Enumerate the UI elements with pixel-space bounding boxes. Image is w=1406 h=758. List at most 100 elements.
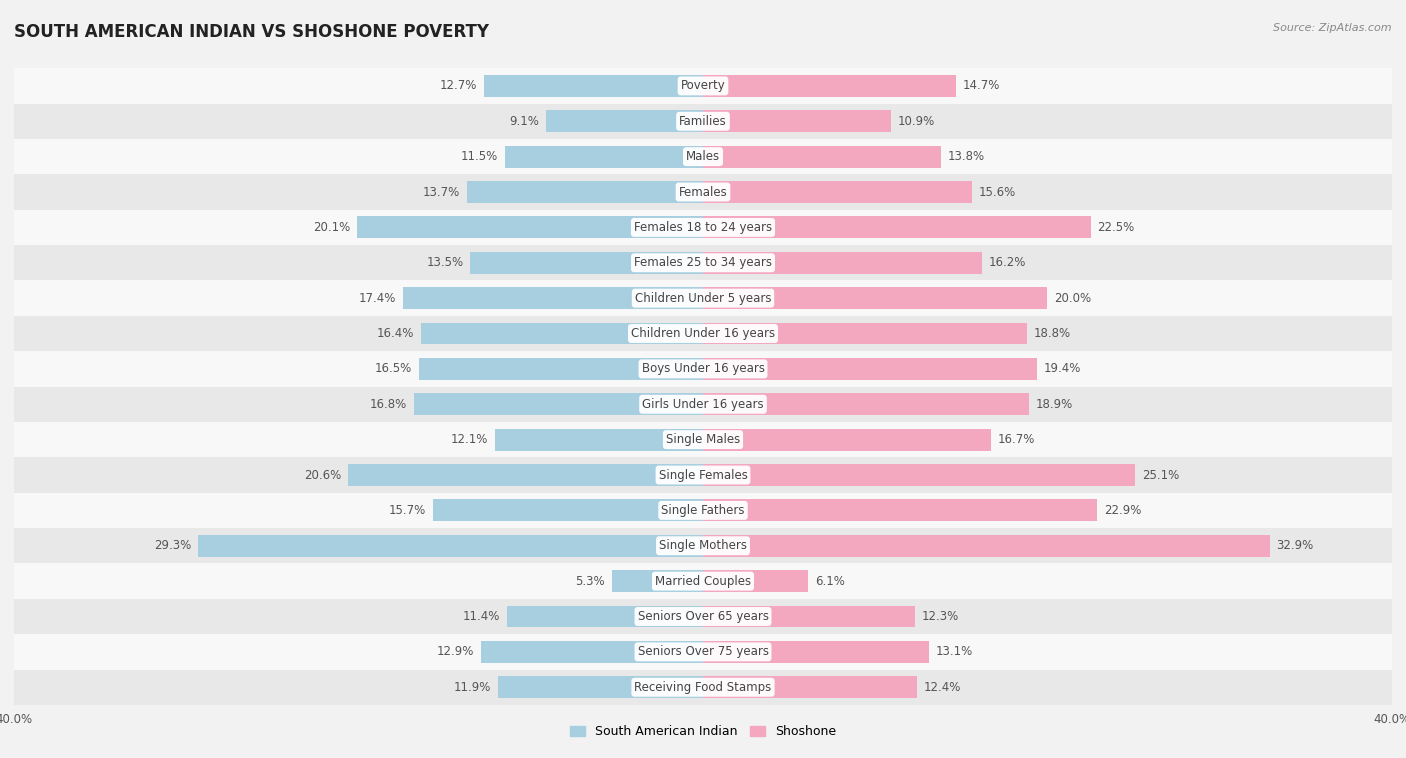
Text: 10.9%: 10.9% <box>897 114 935 128</box>
Text: 20.0%: 20.0% <box>1054 292 1091 305</box>
Text: 18.8%: 18.8% <box>1033 327 1071 340</box>
Bar <box>703 252 981 274</box>
Bar <box>14 457 1392 493</box>
Bar <box>419 358 703 380</box>
Text: 12.3%: 12.3% <box>922 610 959 623</box>
Bar <box>703 606 915 628</box>
Bar <box>506 606 703 628</box>
Text: Females 18 to 24 years: Females 18 to 24 years <box>634 221 772 234</box>
Text: Males: Males <box>686 150 720 163</box>
Text: Girls Under 16 years: Girls Under 16 years <box>643 398 763 411</box>
Text: Seniors Over 75 years: Seniors Over 75 years <box>637 645 769 659</box>
Text: 11.9%: 11.9% <box>454 681 491 694</box>
Text: Seniors Over 65 years: Seniors Over 65 years <box>637 610 769 623</box>
Bar <box>14 528 1392 563</box>
Bar <box>14 68 1392 104</box>
Bar <box>703 500 1098 522</box>
Bar <box>505 146 703 168</box>
Text: Boys Under 16 years: Boys Under 16 years <box>641 362 765 375</box>
Text: 15.6%: 15.6% <box>979 186 1015 199</box>
Text: Single Males: Single Males <box>666 433 740 446</box>
Text: 6.1%: 6.1% <box>815 575 845 587</box>
Text: Families: Families <box>679 114 727 128</box>
Bar <box>14 139 1392 174</box>
Bar <box>703 75 956 97</box>
Text: Single Mothers: Single Mothers <box>659 539 747 553</box>
Text: 14.7%: 14.7% <box>963 80 1001 92</box>
Bar <box>703 217 1091 238</box>
Bar <box>703 464 1135 486</box>
Text: 20.6%: 20.6% <box>304 468 342 481</box>
Text: 29.3%: 29.3% <box>155 539 191 553</box>
Bar <box>612 570 703 592</box>
Bar <box>14 104 1392 139</box>
Bar <box>703 181 972 203</box>
Bar <box>495 429 703 450</box>
Text: 11.5%: 11.5% <box>461 150 498 163</box>
Text: Single Females: Single Females <box>658 468 748 481</box>
Bar <box>703 358 1038 380</box>
Bar <box>498 676 703 698</box>
Text: Single Fathers: Single Fathers <box>661 504 745 517</box>
Text: SOUTH AMERICAN INDIAN VS SHOSHONE POVERTY: SOUTH AMERICAN INDIAN VS SHOSHONE POVERT… <box>14 23 489 41</box>
Text: 12.4%: 12.4% <box>924 681 960 694</box>
Text: Children Under 5 years: Children Under 5 years <box>634 292 772 305</box>
Bar <box>14 599 1392 634</box>
Bar <box>467 181 703 203</box>
Text: 13.5%: 13.5% <box>426 256 464 269</box>
Bar <box>471 252 703 274</box>
Text: 25.1%: 25.1% <box>1142 468 1180 481</box>
Bar <box>413 393 703 415</box>
Bar <box>14 634 1392 669</box>
Bar <box>14 669 1392 705</box>
Bar <box>14 387 1392 422</box>
Text: 12.9%: 12.9% <box>436 645 474 659</box>
Bar <box>14 174 1392 210</box>
Text: 12.7%: 12.7% <box>440 80 478 92</box>
Bar <box>703 429 991 450</box>
Legend: South American Indian, Shoshone: South American Indian, Shoshone <box>565 720 841 744</box>
Text: 16.5%: 16.5% <box>374 362 412 375</box>
Text: 13.8%: 13.8% <box>948 150 984 163</box>
Bar <box>703 146 941 168</box>
Bar <box>420 323 703 344</box>
Bar <box>349 464 703 486</box>
Bar <box>703 111 891 132</box>
Bar <box>703 570 808 592</box>
Bar <box>14 493 1392 528</box>
Bar <box>14 280 1392 316</box>
Bar <box>703 535 1270 556</box>
Bar <box>703 393 1029 415</box>
Bar <box>14 422 1392 457</box>
Bar <box>484 75 703 97</box>
Bar <box>481 641 703 662</box>
Text: 13.7%: 13.7% <box>423 186 460 199</box>
Text: Females 25 to 34 years: Females 25 to 34 years <box>634 256 772 269</box>
Text: 16.7%: 16.7% <box>997 433 1035 446</box>
Text: 22.5%: 22.5% <box>1098 221 1135 234</box>
Bar <box>198 535 703 556</box>
Text: 17.4%: 17.4% <box>359 292 396 305</box>
Text: 12.1%: 12.1% <box>450 433 488 446</box>
Text: 13.1%: 13.1% <box>935 645 973 659</box>
Bar <box>703 323 1026 344</box>
Bar <box>547 111 703 132</box>
Text: 16.2%: 16.2% <box>988 256 1026 269</box>
Text: Children Under 16 years: Children Under 16 years <box>631 327 775 340</box>
Bar <box>14 210 1392 245</box>
Text: Married Couples: Married Couples <box>655 575 751 587</box>
Bar <box>703 641 928 662</box>
Text: 22.9%: 22.9% <box>1104 504 1142 517</box>
Text: Females: Females <box>679 186 727 199</box>
Bar <box>14 351 1392 387</box>
Text: 5.3%: 5.3% <box>575 575 605 587</box>
Text: Poverty: Poverty <box>681 80 725 92</box>
Bar <box>14 563 1392 599</box>
Bar <box>14 245 1392 280</box>
Text: 19.4%: 19.4% <box>1045 362 1081 375</box>
Text: 9.1%: 9.1% <box>509 114 540 128</box>
Text: 20.1%: 20.1% <box>312 221 350 234</box>
Text: 11.4%: 11.4% <box>463 610 499 623</box>
Text: 16.4%: 16.4% <box>377 327 413 340</box>
Bar <box>433 500 703 522</box>
